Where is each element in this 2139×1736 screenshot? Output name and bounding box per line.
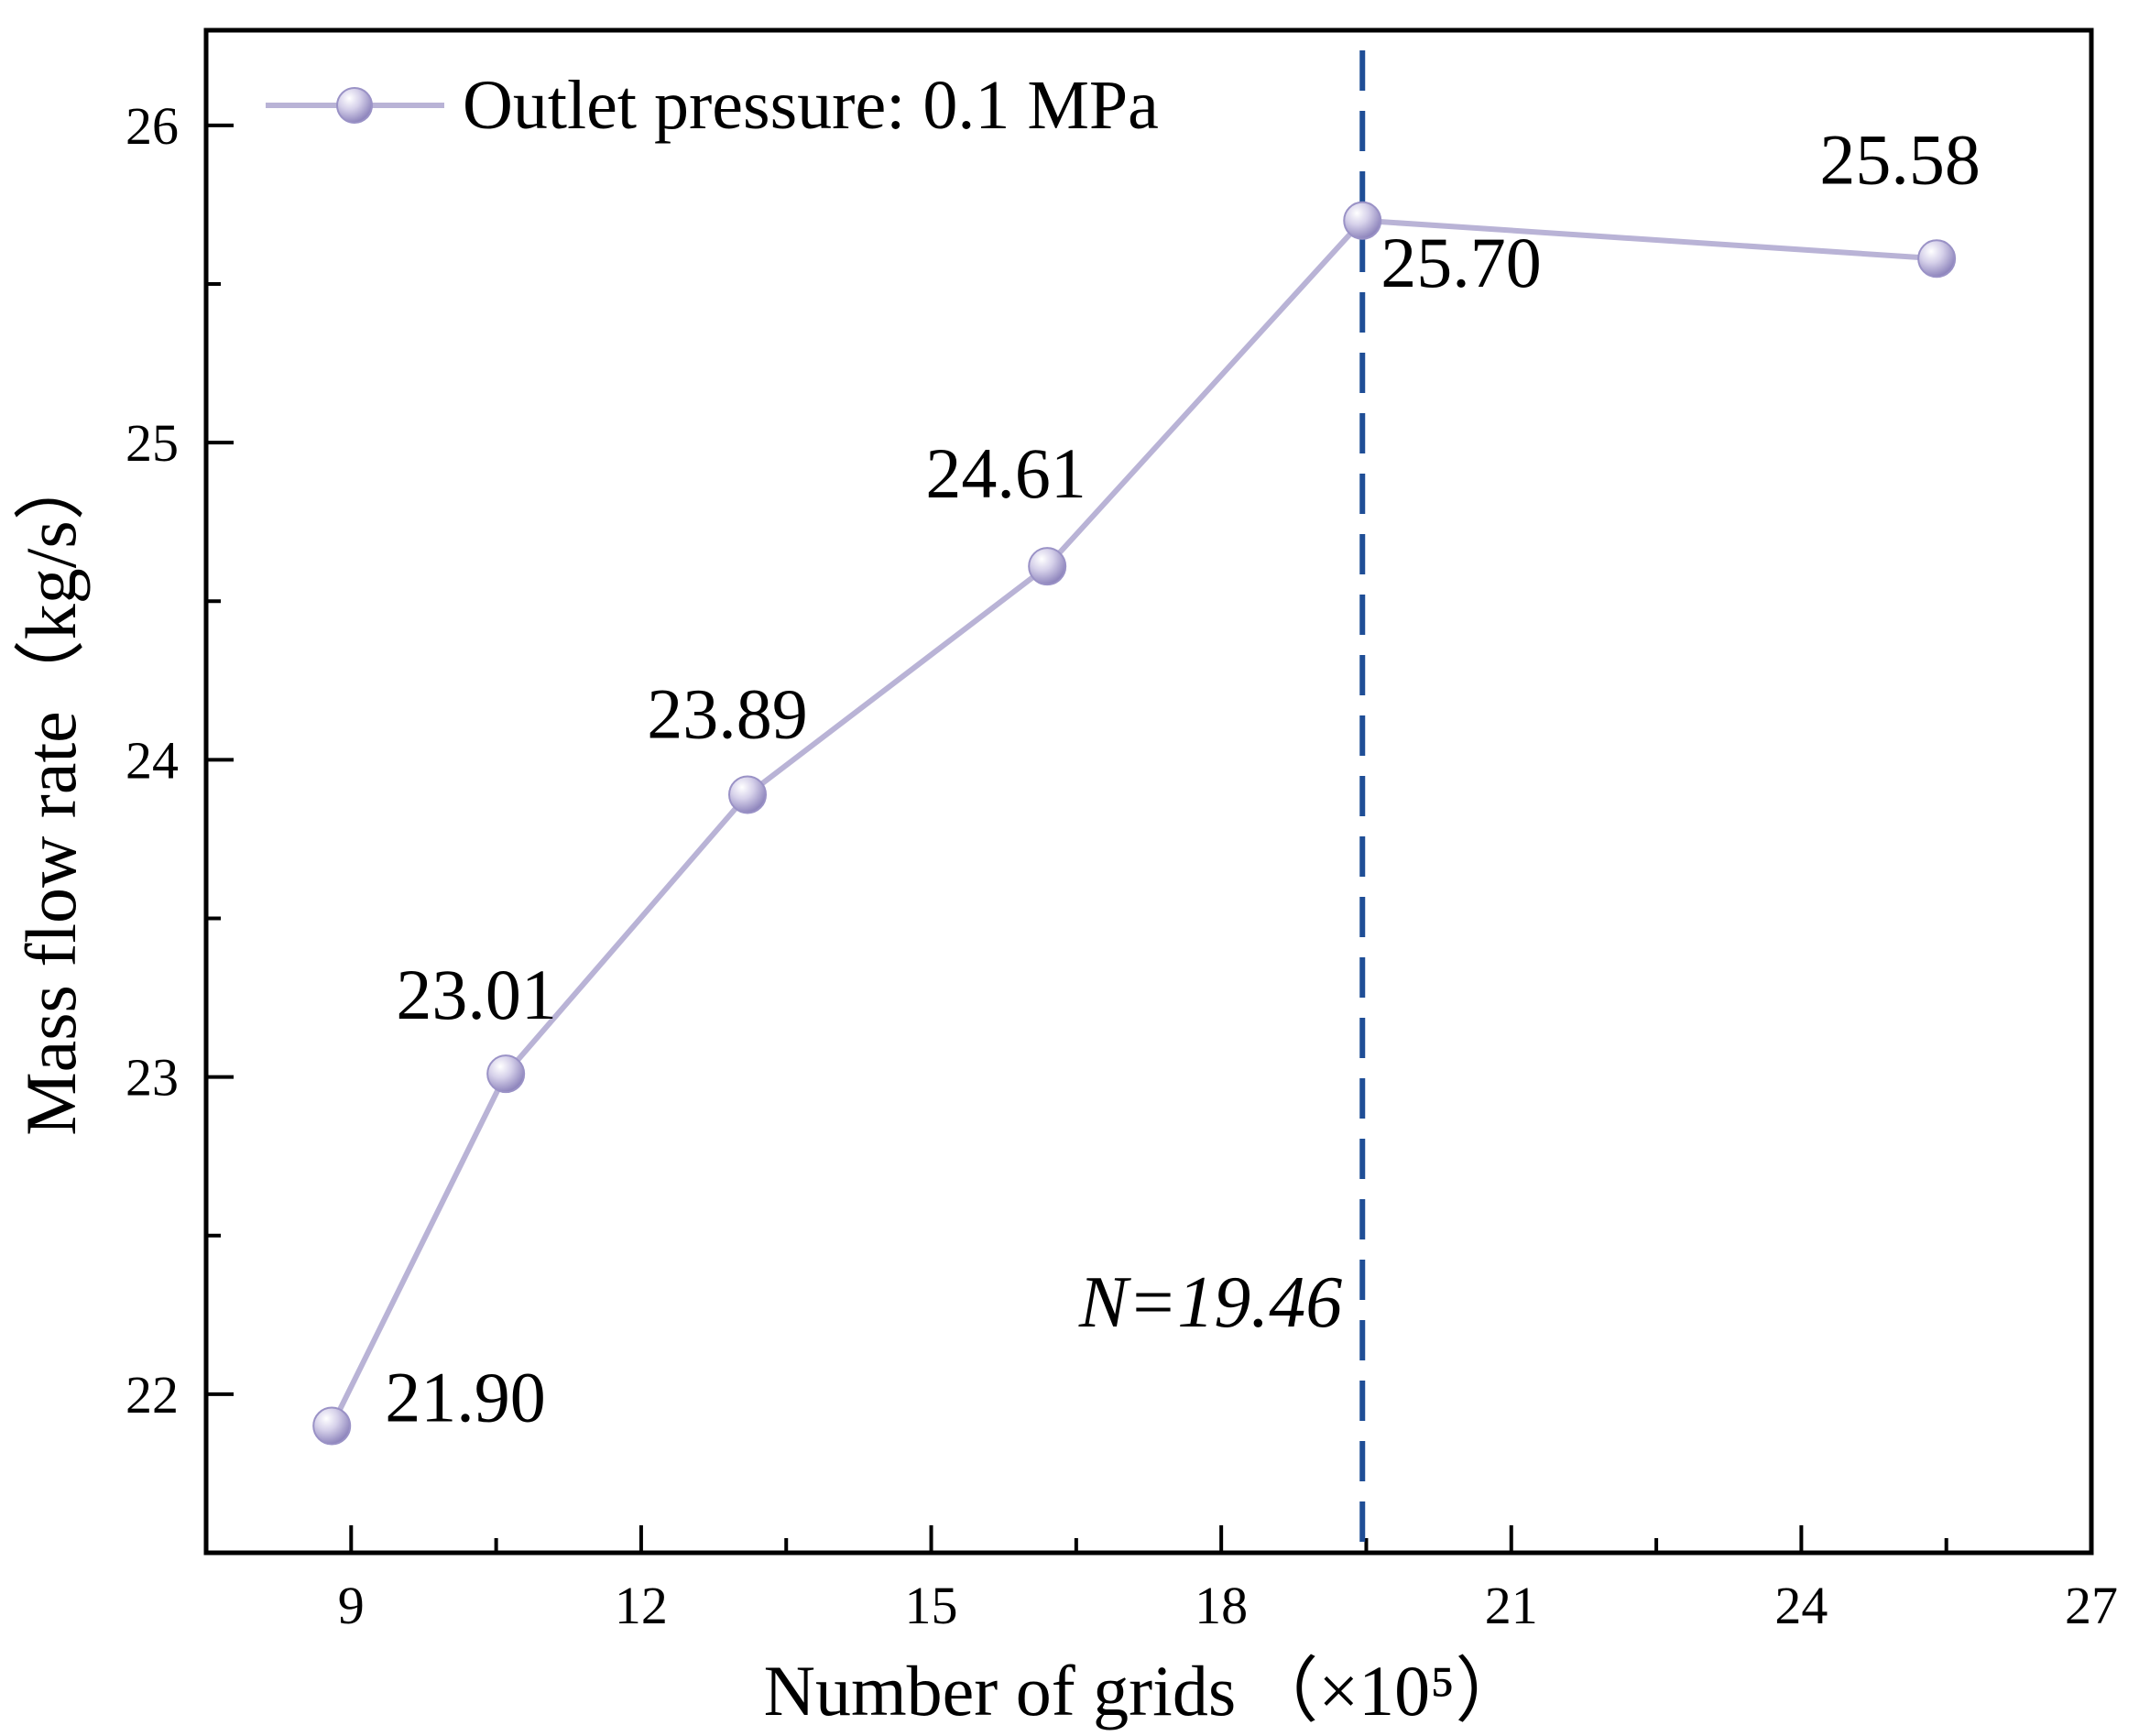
reference-line-group: N=19.46 [1078, 50, 1366, 1553]
data-point-marker [1028, 547, 1067, 586]
y-tick-label: 25 [126, 413, 179, 473]
x-tick-label: 9 [338, 1576, 365, 1635]
data-point-marker [312, 1406, 352, 1446]
legend: Outlet pressure: 0.1 MPa [266, 67, 1159, 144]
legend-marker [336, 87, 373, 124]
x-tick-label: 27 [2065, 1576, 2118, 1635]
y-tick-label: 26 [126, 96, 179, 156]
x-axis-title-text: Number of grids [764, 1651, 1237, 1731]
data-point-marker [486, 1054, 526, 1094]
y-tick-label: 24 [126, 730, 179, 790]
series-line [329, 217, 1937, 1427]
legend-label: Outlet pressure: 0.1 MPa [463, 67, 1159, 144]
y-tick-label: 22 [126, 1365, 179, 1425]
reference-line-label: N=19.46 [1078, 1262, 1342, 1343]
data-labels: 21.90 23.01 23.89 24.61 25.70 25.58 [385, 119, 1981, 1436]
data-point-marker [728, 775, 768, 814]
plot-frame [203, 27, 2094, 1556]
x-axis-title-unit: （×10⁵） [1247, 1651, 1526, 1731]
data-point-marker [1917, 239, 1957, 278]
data-label: 23.01 [396, 955, 557, 1034]
y-tick-label: 23 [126, 1048, 179, 1108]
data-label: 23.89 [647, 673, 808, 753]
x-axis-ticks: 9 12 15 18 21 24 27 [204, 1525, 2118, 1635]
x-tick-label: 24 [1774, 1576, 1828, 1635]
data-label: 21.90 [385, 1358, 546, 1437]
series-line-group [329, 217, 1937, 1427]
data-point-marker [1343, 201, 1382, 240]
x-axis-title: Number of grids （×10⁵） [764, 1651, 1527, 1731]
x-tick-label: 18 [1195, 1576, 1248, 1635]
data-label: 25.70 [1381, 223, 1542, 302]
data-label: 24.61 [925, 433, 1086, 513]
series-markers [312, 201, 1957, 1446]
data-label: 25.58 [1819, 119, 1981, 199]
y-axis-ticks: 22 23 24 25 26 [126, 96, 234, 1555]
x-tick-label: 21 [1485, 1576, 1538, 1635]
x-tick-label: 15 [905, 1576, 958, 1635]
y-axis-title: Mass flow rate（kg/s） [11, 449, 91, 1136]
x-tick-label: 12 [615, 1576, 668, 1635]
